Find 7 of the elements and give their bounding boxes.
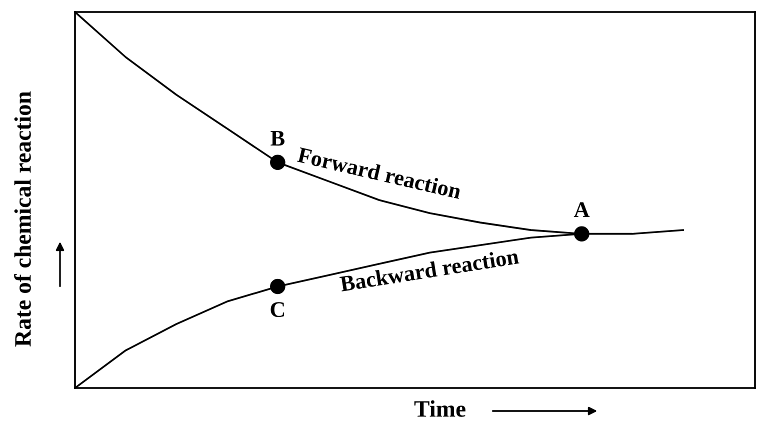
text: Forward reaction: [296, 146, 462, 200]
annotation: B: [270, 130, 284, 146]
text: Backward reaction: [339, 248, 520, 292]
annotation: A: [574, 202, 590, 217]
annotation: C: [270, 302, 284, 318]
x-axis-title: Time: [414, 400, 466, 417]
y-axis-title: Rate of chemical reaction: [14, 91, 31, 347]
